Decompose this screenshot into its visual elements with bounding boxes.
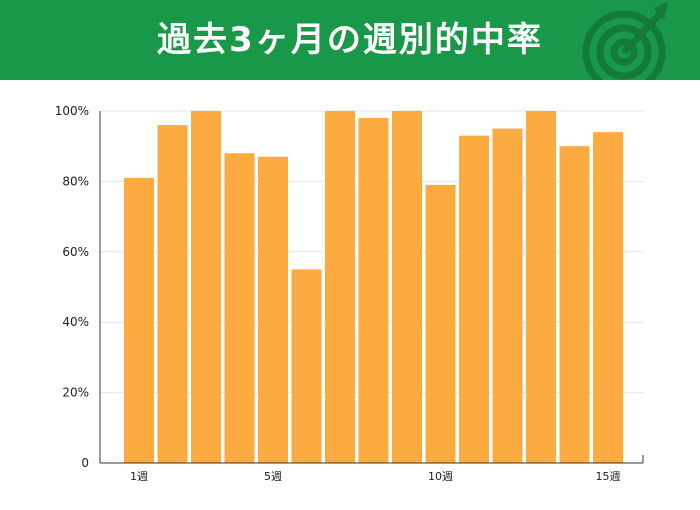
y-tick-label: 20% — [62, 386, 89, 400]
page-title: 過去3ヶ月の週別的中率 — [157, 20, 543, 60]
bar — [526, 111, 556, 463]
bar — [258, 156, 288, 463]
bar — [358, 118, 389, 463]
bar — [157, 125, 188, 463]
bar — [392, 111, 422, 463]
y-tick-label: 40% — [62, 315, 89, 329]
bar-chart: 0 20% 40% 60% 80% 100% 1週 5週 10週 15週 — [55, 104, 644, 483]
bar — [124, 177, 154, 463]
y-tick-label: 100% — [55, 104, 89, 118]
bar — [291, 269, 322, 463]
bar — [559, 146, 590, 463]
x-tick-label: 10週 — [428, 470, 453, 483]
header-banner — [0, 0, 700, 80]
bar — [224, 153, 255, 463]
x-tick-label: 1週 — [130, 470, 148, 483]
x-tick-label: 15週 — [596, 470, 621, 483]
y-tick-label: 80% — [62, 174, 89, 188]
y-tick-label: 60% — [62, 245, 89, 259]
bar — [593, 132, 623, 463]
bar — [492, 128, 523, 463]
y-tick-label: 0 — [81, 456, 89, 470]
x-tick-label: 5週 — [264, 470, 282, 483]
bar — [459, 135, 489, 463]
bar — [425, 184, 456, 464]
bar — [325, 111, 355, 463]
bar — [191, 111, 221, 463]
target-arrow-icon — [582, 2, 668, 80]
